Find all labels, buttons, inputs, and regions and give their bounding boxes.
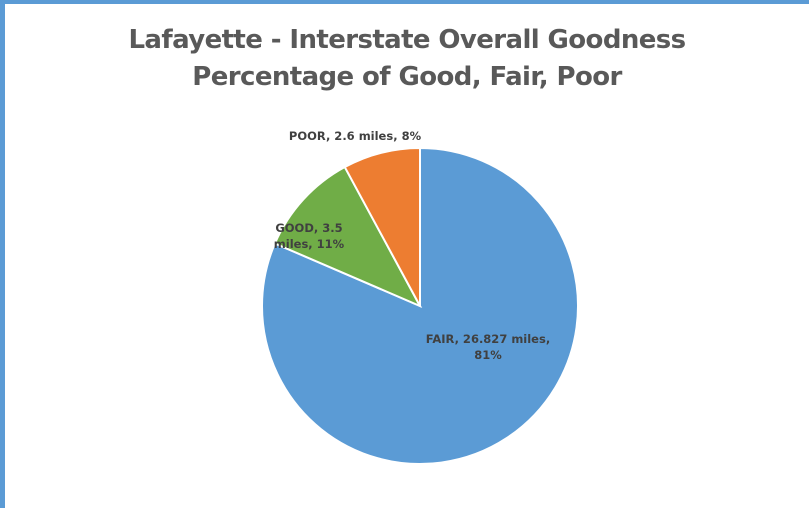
chart-title-line-1: Lafayette - Interstate Overall Goodness [128,25,686,55]
pie-slice-poor [343,146,421,307]
data-label-poor: POOR, 2.6 miles, 8% [289,129,422,143]
data-label-fair: FAIR, 26.827 miles, 81% [426,332,550,362]
pie-slices [261,146,579,465]
pie-slice-good [273,165,423,309]
data-label-good: GOOD, 3.5 miles, 11% [274,221,345,251]
chart-title: Lafayette - Interstate Overall Goodness … [5,22,809,96]
pie-labels: FAIR, 26.827 miles, 81% GOOD, 3.5 miles, 11… [274,129,550,362]
chart-title-line-2: Percentage of Good, Fair, Poor [192,62,622,92]
